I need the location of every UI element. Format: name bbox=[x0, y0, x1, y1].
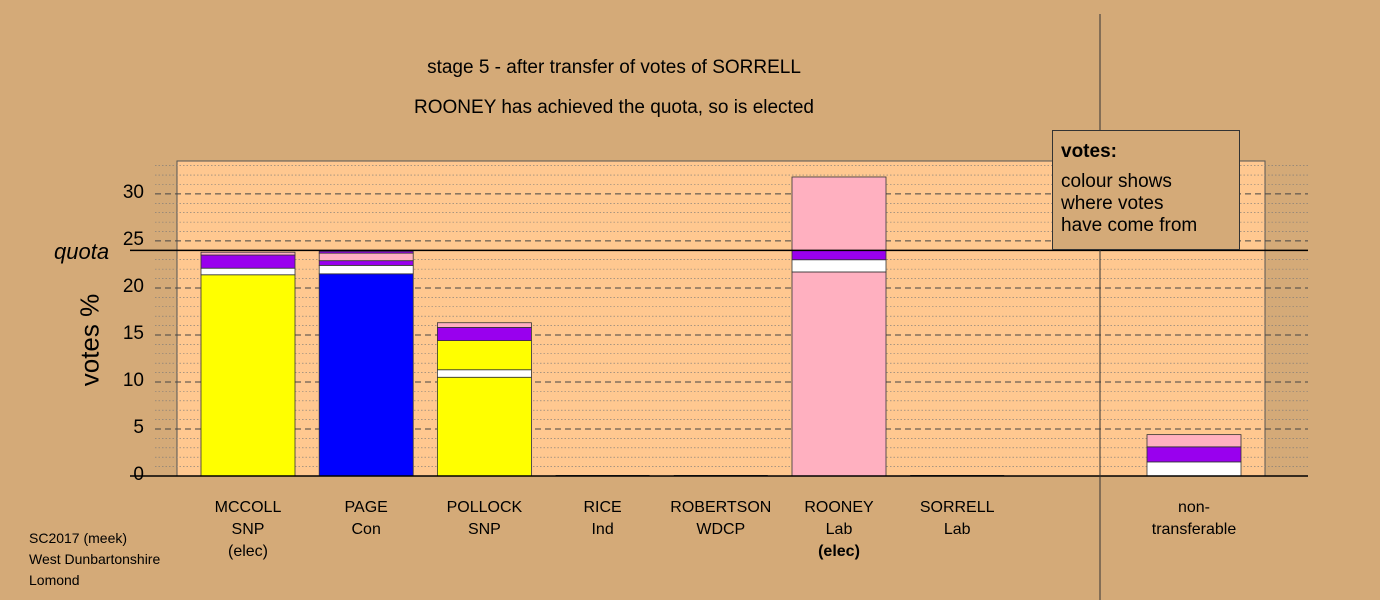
legend-title: votes: bbox=[1061, 141, 1117, 162]
footer-line: SC2017 (meek) bbox=[29, 530, 128, 546]
chart-subtitle: ROONEY has achieved the quota, so is ele… bbox=[414, 97, 814, 118]
bar-segment-pollock bbox=[436, 369, 532, 378]
y-tick-label: 15 bbox=[122, 322, 144, 344]
bar-segment-pollock bbox=[436, 327, 532, 341]
bar-segment-nontransferable bbox=[1146, 446, 1242, 463]
bar-segment-mccoll bbox=[200, 274, 296, 477]
candidate-label-line: WDCP bbox=[696, 521, 746, 538]
bar-segment-page bbox=[318, 273, 414, 477]
bar-segment-nontransferable bbox=[1146, 461, 1242, 477]
y-axis-label: votes % bbox=[74, 293, 105, 387]
candidate-label-line: (elec) bbox=[818, 543, 860, 560]
candidate-label-line: Con bbox=[351, 521, 381, 538]
candidate-label-line: PAGE bbox=[344, 499, 388, 516]
bar-segment-rooney bbox=[791, 249, 887, 261]
candidate-label-line: MCCOLL bbox=[214, 499, 282, 516]
bar-segment-pollock bbox=[436, 322, 532, 328]
candidate-label-line: Ind bbox=[591, 521, 614, 538]
candidate-label-line: non- bbox=[1177, 499, 1211, 516]
bar-segment-rooney bbox=[791, 176, 887, 251]
candidate-label: PAGE Con bbox=[301, 497, 431, 541]
bar-segment-mccoll bbox=[200, 251, 296, 256]
candidate-label-line: RICE bbox=[583, 499, 622, 516]
candidate-label-line: ROBERTSON bbox=[670, 499, 772, 516]
footer-line: West Dunbartonshire bbox=[29, 551, 161, 567]
bar-segment-nontransferable bbox=[1146, 434, 1242, 448]
bar-segment-page bbox=[318, 260, 414, 266]
candidate-label-line: SORRELL bbox=[919, 499, 995, 516]
bar-segment-page bbox=[318, 250, 414, 254]
candidate-label-line: Lab bbox=[825, 521, 853, 538]
candidate-label-line: SNP bbox=[467, 521, 501, 538]
candidate-label: RICE Ind bbox=[538, 497, 668, 541]
y-tick-label: 10 bbox=[122, 369, 144, 391]
candidate-label: ROBERTSON WDCP bbox=[656, 497, 786, 541]
y-tick-label: 25 bbox=[122, 228, 144, 250]
candidate-label-line: transferable bbox=[1151, 521, 1237, 538]
y-tick-label: 30 bbox=[122, 181, 144, 203]
y-tick-label: 5 bbox=[133, 416, 144, 438]
candidate-label: SORRELL Lab bbox=[892, 497, 1022, 541]
candidate-label: non-transferable bbox=[1129, 497, 1259, 541]
legend-line: colour shows bbox=[1061, 171, 1172, 192]
candidate-label: POLLOCK SNP bbox=[419, 497, 549, 541]
quota-label: quota bbox=[54, 239, 110, 264]
footer: SC2017 (meek) West Dunbartonshire Lomond bbox=[29, 528, 160, 591]
bar-segment-pollock bbox=[436, 340, 532, 371]
candidate-label-line: POLLOCK bbox=[446, 499, 523, 516]
bar-segment-rooney bbox=[791, 271, 887, 477]
footer-line: Lomond bbox=[29, 572, 80, 588]
candidate-label: ROONEY Lab (elec) bbox=[774, 497, 904, 563]
bar-segment-page bbox=[318, 264, 414, 275]
candidate-label-line: (elec) bbox=[227, 543, 268, 560]
candidate-label-line: Lab bbox=[943, 521, 971, 538]
bar-segment-mccoll bbox=[200, 267, 296, 276]
bar-segment-rooney bbox=[791, 259, 887, 273]
legend-line: have come from bbox=[1061, 215, 1198, 236]
y-tick-label: 20 bbox=[122, 275, 144, 297]
bar-segment-mccoll bbox=[200, 254, 296, 269]
legend-line: where votes bbox=[1061, 193, 1164, 214]
legend: votes: colour shows where votes have com… bbox=[1052, 130, 1240, 250]
bar-segment-page bbox=[318, 252, 414, 262]
candidate-label-line: ROONEY bbox=[804, 499, 874, 516]
y-tick-label: 0 bbox=[133, 464, 144, 485]
chart-title: stage 5 - after transfer of votes of SOR… bbox=[427, 57, 801, 78]
candidate-label: MCCOLL SNP (elec) bbox=[183, 497, 313, 563]
bars bbox=[200, 176, 1242, 477]
bar-segment-pollock bbox=[436, 376, 532, 477]
candidate-label-line: SNP bbox=[231, 521, 265, 538]
